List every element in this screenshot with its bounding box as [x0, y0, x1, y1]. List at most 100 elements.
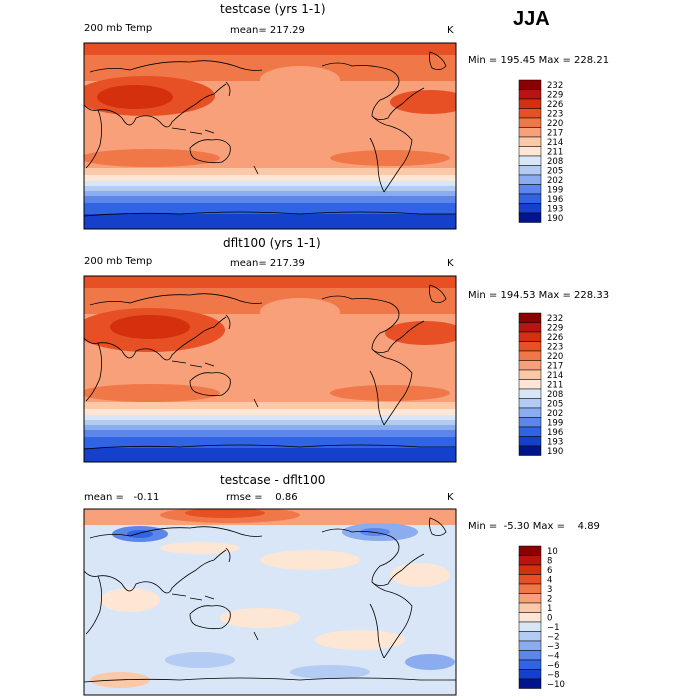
map1-pole-band: [84, 43, 456, 55]
colorbar-1-swatch: [518, 203, 542, 214]
map3-cool-patch-2: [290, 665, 370, 679]
colorbar-1-label: 208: [547, 157, 563, 167]
coast-antarctica: [83, 211, 456, 217]
map3-cool-patch-3: [405, 654, 455, 670]
map1-band-193: [84, 214, 456, 229]
colorbar-3-label: 0: [547, 614, 552, 624]
map2-pole-band: [84, 276, 456, 288]
panel3-rmse: rmse = 0.86: [226, 492, 298, 503]
colorbar-1-label: 229: [547, 91, 563, 101]
map2-band-208: [84, 415, 456, 421]
map1-band-211: [84, 175, 456, 183]
panel2-units: K: [447, 258, 454, 269]
colorbar-2-swatch: [518, 350, 542, 361]
colorbar-3-swatch: [518, 574, 542, 585]
coast-eurasia-north: [89, 60, 263, 73]
colorbar-1-label: 196: [547, 195, 563, 205]
map2-band-193: [84, 448, 456, 462]
colorbars: 2322292262232202172142112082052021991961…: [518, 79, 565, 690]
colorbar-2-label: 220: [547, 352, 563, 362]
colorbar-3-label: 3: [547, 585, 552, 595]
map1-band-199: [84, 196, 456, 204]
map2-warm-blob-america: [385, 321, 456, 345]
map1-warm-core-asia: [97, 85, 173, 109]
coast-new-zealand: [253, 165, 259, 175]
panel1-minmax: Min = 195.45 Max = 228.21: [468, 55, 610, 66]
map1-warm-blob-america: [390, 90, 456, 114]
colorbar-2-swatch: [518, 360, 542, 371]
colorbar-2-swatch: [518, 436, 542, 447]
colorbar-3-label: −6: [547, 661, 560, 671]
map3-north-warm-core: [185, 509, 265, 518]
panel3-minmax: Min = -5.30 Max = 4.89: [468, 521, 600, 532]
colorbar-1-swatch: [518, 108, 542, 119]
colorbar-2-label: 211: [547, 381, 563, 391]
colorbar-2-label: 226: [547, 333, 563, 343]
coast-africa: [83, 104, 102, 169]
coast-north-america: [321, 62, 425, 120]
colorbar-1-label: 226: [547, 100, 563, 110]
map2-band-199: [84, 430, 456, 438]
colorbar-1-swatch: [518, 165, 542, 176]
map1-cool-blob-pacific: [260, 66, 340, 94]
colorbar-1-swatch: [518, 89, 542, 100]
colorbar-1-label: 217: [547, 129, 563, 139]
map1-band-202: [84, 191, 456, 197]
map3-warm-patch-5: [220, 608, 300, 628]
map2-frame: [83, 275, 457, 463]
colorbar-2-swatch: [518, 417, 542, 428]
map2-south-warm-band-2: [330, 385, 450, 401]
colorbar-2-label: 202: [547, 409, 563, 419]
colorbar-2-label: 229: [547, 324, 563, 334]
coast-asia-south: [97, 83, 227, 128]
colorbar-3-swatch: [518, 555, 542, 566]
map1-south-warm-band-2: [330, 150, 450, 166]
colorbar-1-label: 199: [547, 186, 563, 196]
panel2-variable: 200 mb Temp: [84, 256, 153, 267]
season-label: JJA: [513, 8, 550, 30]
colorbar-2-swatch: [518, 407, 542, 418]
coast-indonesia: [171, 127, 215, 135]
panel1-mean: mean= 217.29: [230, 25, 305, 36]
colorbar-3-swatch: [518, 583, 542, 594]
colorbar-2-label: 232: [547, 314, 563, 324]
colorbar-1-label: 211: [547, 148, 563, 158]
colorbar-1-label: 220: [547, 119, 563, 129]
map3-frame: [83, 508, 457, 696]
coast-australia: [189, 139, 231, 164]
colorbar-2-label: 193: [547, 438, 563, 448]
colorbar-2-label: 208: [547, 390, 563, 400]
colorbar-1-label: 205: [547, 167, 563, 177]
colorbar-2-label: 223: [547, 343, 563, 353]
colorbar-3-label: 6: [547, 566, 552, 576]
coastlines: [83, 51, 456, 217]
colorbar-3-swatch: [518, 640, 542, 651]
colorbar-2-label: 196: [547, 428, 563, 438]
map2-cool-blob-pacific: [260, 298, 340, 326]
colorbar-1-swatch: [518, 174, 542, 185]
panel2-map: [84, 276, 456, 462]
colorbar-3-swatch: [518, 602, 542, 613]
panel3-mean: mean = -0.11: [84, 492, 160, 503]
colorbar-2-swatch: [518, 388, 542, 399]
panel1-map: [84, 43, 456, 229]
colorbar-3-label: −10: [547, 680, 565, 690]
coast-greenland: [428, 51, 447, 70]
colorbar-3-label: 8: [547, 557, 552, 567]
colorbar-1-label: 202: [547, 176, 563, 186]
colorbar-1-swatch: [518, 127, 542, 138]
colorbar-1-label: 214: [547, 138, 563, 148]
map3-warm-patch-2: [260, 550, 360, 570]
map2-warm-core-asia: [110, 315, 190, 339]
colorbar-2-label: 199: [547, 419, 563, 429]
map3-warm-patch-1: [160, 542, 240, 554]
colorbar-1-label: 190: [547, 214, 563, 224]
map3-warm-patch-3: [390, 563, 450, 587]
colorbar-3-swatch: [518, 545, 542, 556]
colorbar-1-swatch: [518, 155, 542, 166]
map1-frame: [83, 42, 457, 230]
colorbar-1-label: 193: [547, 205, 563, 215]
colorbar-3-label: −2: [547, 633, 560, 643]
colorbar-2-swatch: [518, 312, 542, 323]
